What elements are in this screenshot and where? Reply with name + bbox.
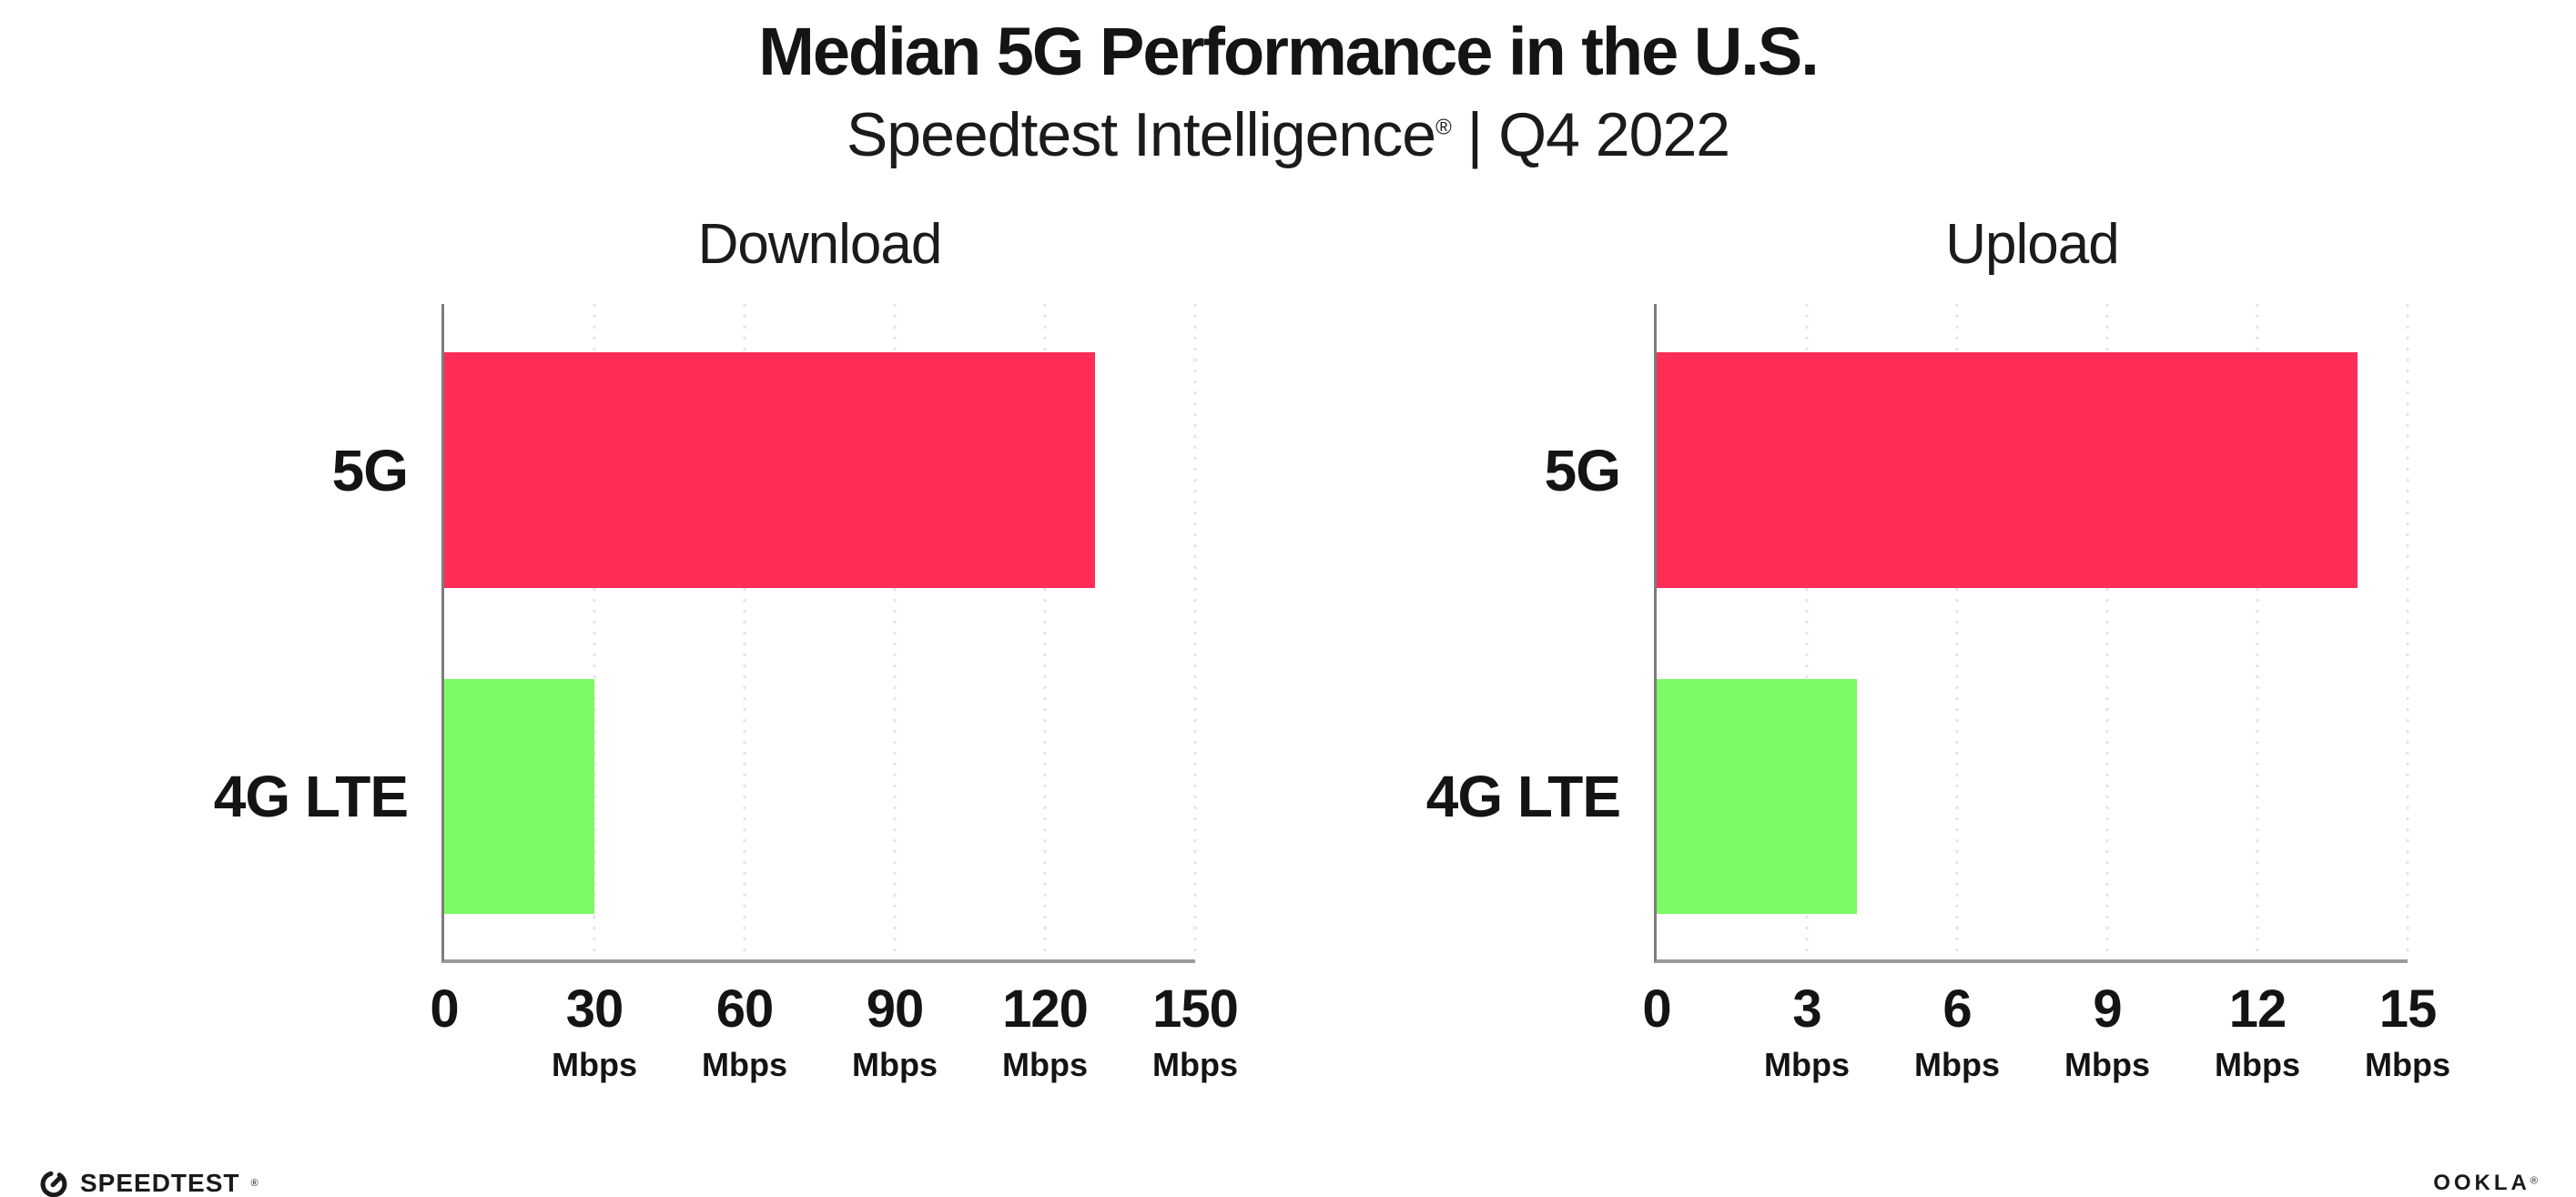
x-tick: 30 Mbps: [552, 983, 637, 1081]
x-tick-value: 30: [565, 979, 624, 1039]
upload-chart-title: Upload: [1945, 213, 2119, 276]
x-tick-unit: Mbps: [1764, 1046, 1850, 1083]
x-tick: 15 Mbps: [2365, 983, 2450, 1081]
upload-category-label-4g-lte: 4G LTE: [1425, 764, 1621, 829]
x-tick-value: 60: [715, 979, 775, 1039]
gridline: [2406, 304, 2409, 959]
x-tick-value: 0: [430, 979, 459, 1039]
download-chart-title: Download: [697, 213, 943, 276]
gridline: [2256, 304, 2259, 959]
x-tick: 0: [430, 979, 459, 1049]
x-tick-unit: Mbps: [1914, 1046, 2000, 1083]
x-tick-value: 12: [2228, 979, 2287, 1039]
x-tick-unit: Mbps: [552, 1046, 637, 1083]
upload-x-axis: 0 3 Mbps 6 Mbps 9 Mbps 12 Mbps: [1642, 963, 2450, 1122]
registered-trademark-symbol: ®: [250, 1178, 259, 1189]
x-tick-unit: Mbps: [2215, 1046, 2300, 1083]
x-tick: 120 Mbps: [1002, 979, 1089, 1083]
download-5g-bar: [444, 352, 1095, 588]
download-x-axis: 0 30 Mbps 60 Mbps 90 Mbps 120 Mbps: [430, 963, 1239, 1122]
x-tick: 9 Mbps: [2064, 983, 2150, 1081]
x-tick: 90 Mbps: [852, 983, 938, 1081]
gridline: [743, 304, 746, 959]
x-tick: 12 Mbps: [2215, 983, 2300, 1081]
gridline: [893, 304, 897, 959]
x-tick-value: 150: [1152, 979, 1239, 1039]
upload-4g-lte-bar: [1657, 679, 1857, 914]
page-title: Median 5G Performance in the U.S.: [758, 14, 1820, 89]
gridline: [1193, 304, 1197, 959]
ookla-logo: OOKLA®: [2433, 1171, 2538, 1196]
gridline: [1955, 304, 1959, 959]
x-tick-unit: Mbps: [2064, 1046, 2150, 1083]
gridline: [2105, 304, 2109, 959]
x-tick: 150 Mbps: [1152, 979, 1239, 1083]
x-tick: 60 Mbps: [702, 983, 787, 1081]
x-tick: 0: [1642, 979, 1671, 1049]
upload-chart: Upload 5G 4G LTE 0 3 Mbps: [1381, 213, 2450, 1122]
speedtest-gauge-icon: [40, 1171, 67, 1197]
x-tick-unit: Mbps: [1002, 1046, 1088, 1083]
footer: SPEEDTEST ® OOKLA®: [38, 1168, 2538, 1197]
x-tick-value: 90: [866, 979, 925, 1039]
upload-plot-area: 5G 4G LTE: [1426, 304, 2409, 963]
gridline: [1805, 304, 1809, 959]
upload-5g-bar: [1657, 352, 2358, 588]
download-chart: Download 5G 4G LTE 0 30 Mbps: [168, 213, 1239, 1122]
x-tick-unit: Mbps: [852, 1046, 938, 1083]
download-category-label-5g: 5G: [331, 437, 409, 503]
x-tick-value: 9: [2093, 979, 2122, 1039]
upload-category-label-5g: 5G: [1544, 437, 1621, 503]
x-tick-unit: Mbps: [2365, 1046, 2450, 1083]
download-4g-lte-bar: [444, 679, 594, 914]
ookla-wordmark: OOKLA: [2433, 1171, 2530, 1195]
subtitle-quarter: | Q4 2022: [1450, 100, 1730, 169]
x-tick-value: 15: [2378, 979, 2438, 1039]
x-tick: 3 Mbps: [1764, 983, 1850, 1081]
speedtest-wordmark: SPEEDTEST: [80, 1169, 240, 1197]
x-tick-value: 6: [1942, 979, 1972, 1039]
registered-trademark-symbol: ®: [1435, 115, 1452, 140]
gridline: [1043, 304, 1047, 959]
gridline: [593, 304, 596, 959]
x-tick-value: 3: [1792, 979, 1821, 1039]
x-tick-value: 120: [1002, 979, 1089, 1039]
speedtest-logo: SPEEDTEST ®: [38, 1168, 259, 1197]
x-tick-unit: Mbps: [1152, 1046, 1238, 1083]
registered-trademark-symbol: ®: [2530, 1175, 2538, 1187]
subtitle-brand: Speedtest Intelligence: [846, 100, 1436, 169]
download-category-label-4g-lte: 4G LTE: [213, 764, 409, 829]
x-tick-value: 0: [1642, 979, 1671, 1039]
download-plot-area: 5G 4G LTE: [214, 304, 1197, 963]
x-tick: 6 Mbps: [1914, 983, 2000, 1081]
charts-row: Download 5G 4G LTE 0 30 Mbps: [0, 217, 2576, 1122]
page-subtitle: Speedtest Intelligence® | Q4 2022: [0, 104, 2576, 166]
x-tick-unit: Mbps: [702, 1046, 787, 1083]
